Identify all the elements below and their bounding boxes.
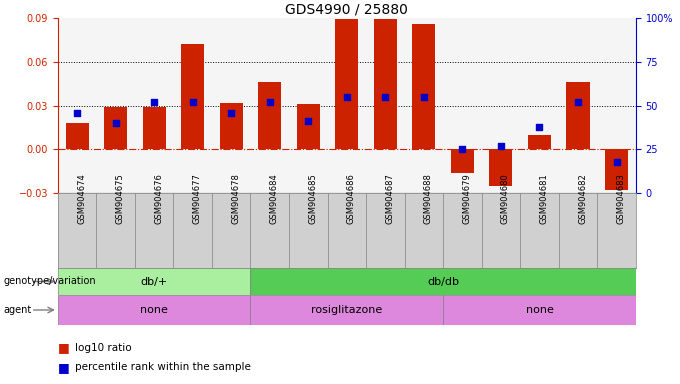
Text: GSM904685: GSM904685 — [308, 174, 318, 224]
Text: GSM904687: GSM904687 — [386, 174, 394, 224]
Text: none: none — [526, 305, 554, 315]
Text: GSM904684: GSM904684 — [270, 174, 279, 224]
Point — [534, 123, 545, 129]
Bar — [58, 295, 250, 325]
Point — [573, 99, 583, 105]
Text: log10 ratio: log10 ratio — [75, 343, 131, 353]
Bar — [104, 107, 127, 149]
Text: ■: ■ — [58, 341, 69, 354]
Text: GSM904675: GSM904675 — [116, 174, 124, 224]
Title: GDS4990 / 25880: GDS4990 / 25880 — [286, 3, 408, 17]
Text: GSM904688: GSM904688 — [424, 174, 433, 224]
Point — [457, 146, 468, 152]
Point — [226, 109, 237, 116]
Text: none: none — [140, 305, 168, 315]
Text: db/db: db/db — [427, 276, 459, 286]
Text: GSM904676: GSM904676 — [154, 174, 163, 224]
Point — [418, 94, 429, 100]
Bar — [58, 268, 250, 295]
Bar — [220, 103, 243, 149]
Point — [496, 143, 507, 149]
Text: GSM904683: GSM904683 — [617, 174, 626, 224]
Bar — [258, 82, 282, 149]
Bar — [605, 149, 628, 190]
Point — [149, 99, 160, 105]
Point — [611, 159, 622, 165]
Point — [265, 99, 275, 105]
Text: GSM904686: GSM904686 — [347, 174, 356, 224]
Text: GSM904678: GSM904678 — [231, 174, 240, 224]
Bar — [451, 149, 474, 172]
Text: GSM904677: GSM904677 — [192, 174, 202, 224]
Text: GSM904674: GSM904674 — [77, 174, 86, 224]
Bar — [181, 44, 204, 149]
Bar — [65, 123, 88, 149]
Bar — [412, 24, 435, 149]
Text: db/+: db/+ — [141, 276, 168, 286]
Bar — [374, 20, 397, 149]
Bar — [443, 295, 636, 325]
Point — [71, 109, 82, 116]
Bar — [250, 295, 443, 325]
Point — [303, 118, 313, 124]
Text: agent: agent — [3, 305, 32, 315]
Text: GSM904681: GSM904681 — [539, 174, 549, 224]
Text: GSM904679: GSM904679 — [462, 174, 471, 224]
Bar — [250, 268, 636, 295]
Point — [110, 120, 121, 126]
Bar — [296, 104, 320, 149]
Text: GSM904682: GSM904682 — [578, 174, 587, 224]
Text: rosiglitazone: rosiglitazone — [311, 305, 382, 315]
Point — [380, 94, 391, 100]
Text: GSM904680: GSM904680 — [501, 174, 510, 224]
Bar — [528, 135, 551, 149]
Text: genotype/variation: genotype/variation — [3, 276, 96, 286]
Bar — [335, 20, 358, 149]
Point — [187, 99, 198, 105]
Text: ■: ■ — [58, 361, 69, 374]
Point — [341, 94, 352, 100]
Bar — [143, 107, 166, 149]
Bar — [490, 149, 513, 186]
Bar — [566, 82, 590, 149]
Text: percentile rank within the sample: percentile rank within the sample — [75, 362, 251, 372]
